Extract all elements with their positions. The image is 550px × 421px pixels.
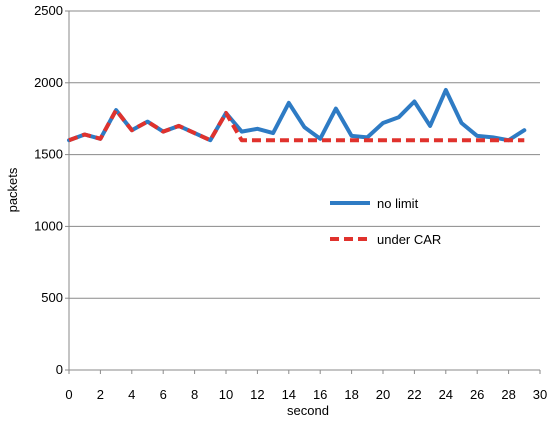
x-tick-label: 18 [344,387,358,402]
x-tick-label: 2 [97,387,104,402]
legend-label-under-car: under CAR [377,232,441,247]
x-tick-label: 0 [65,387,72,402]
x-tick-label: 12 [250,387,264,402]
legend: no limit under CAR [330,196,441,247]
series-line-under-car [68,108,525,143]
x-tick-label: 14 [282,387,296,402]
y-tick-label: 0 [56,362,63,377]
x-tick-label: 28 [501,387,515,402]
x-tick-label: 22 [407,387,421,402]
x-tick-label: 26 [470,387,484,402]
legend-label-no-limit: no limit [377,196,419,211]
y-tick-label: 1000 [34,218,63,233]
x-axis-title: second [287,403,329,418]
y-tick-label: 500 [41,290,63,305]
grid-lines [69,10,540,299]
y-tick-labels: 0 500 1000 1500 2000 2500 [34,3,63,377]
y-tick-label: 2000 [34,75,63,90]
x-tick-label: 10 [219,387,233,402]
x-tick-label: 20 [376,387,390,402]
x-tick-label: 30 [533,387,547,402]
x-tick-label: 16 [313,387,327,402]
x-tick-label: 24 [439,387,453,402]
series-lines [67,88,527,143]
y-axis-title: packets [5,167,20,212]
series-line-no-limit [67,88,527,143]
y-tick-label: 1500 [34,147,63,162]
x-tick-label: 8 [191,387,198,402]
x-tick-label: 6 [160,387,167,402]
x-tick-labels: 0 2 4 6 8 10 12 14 16 18 20 22 24 26 28 30 [65,387,547,402]
y-tick-label: 2500 [34,3,63,18]
x-tick-label: 4 [128,387,135,402]
axes [65,10,541,374]
